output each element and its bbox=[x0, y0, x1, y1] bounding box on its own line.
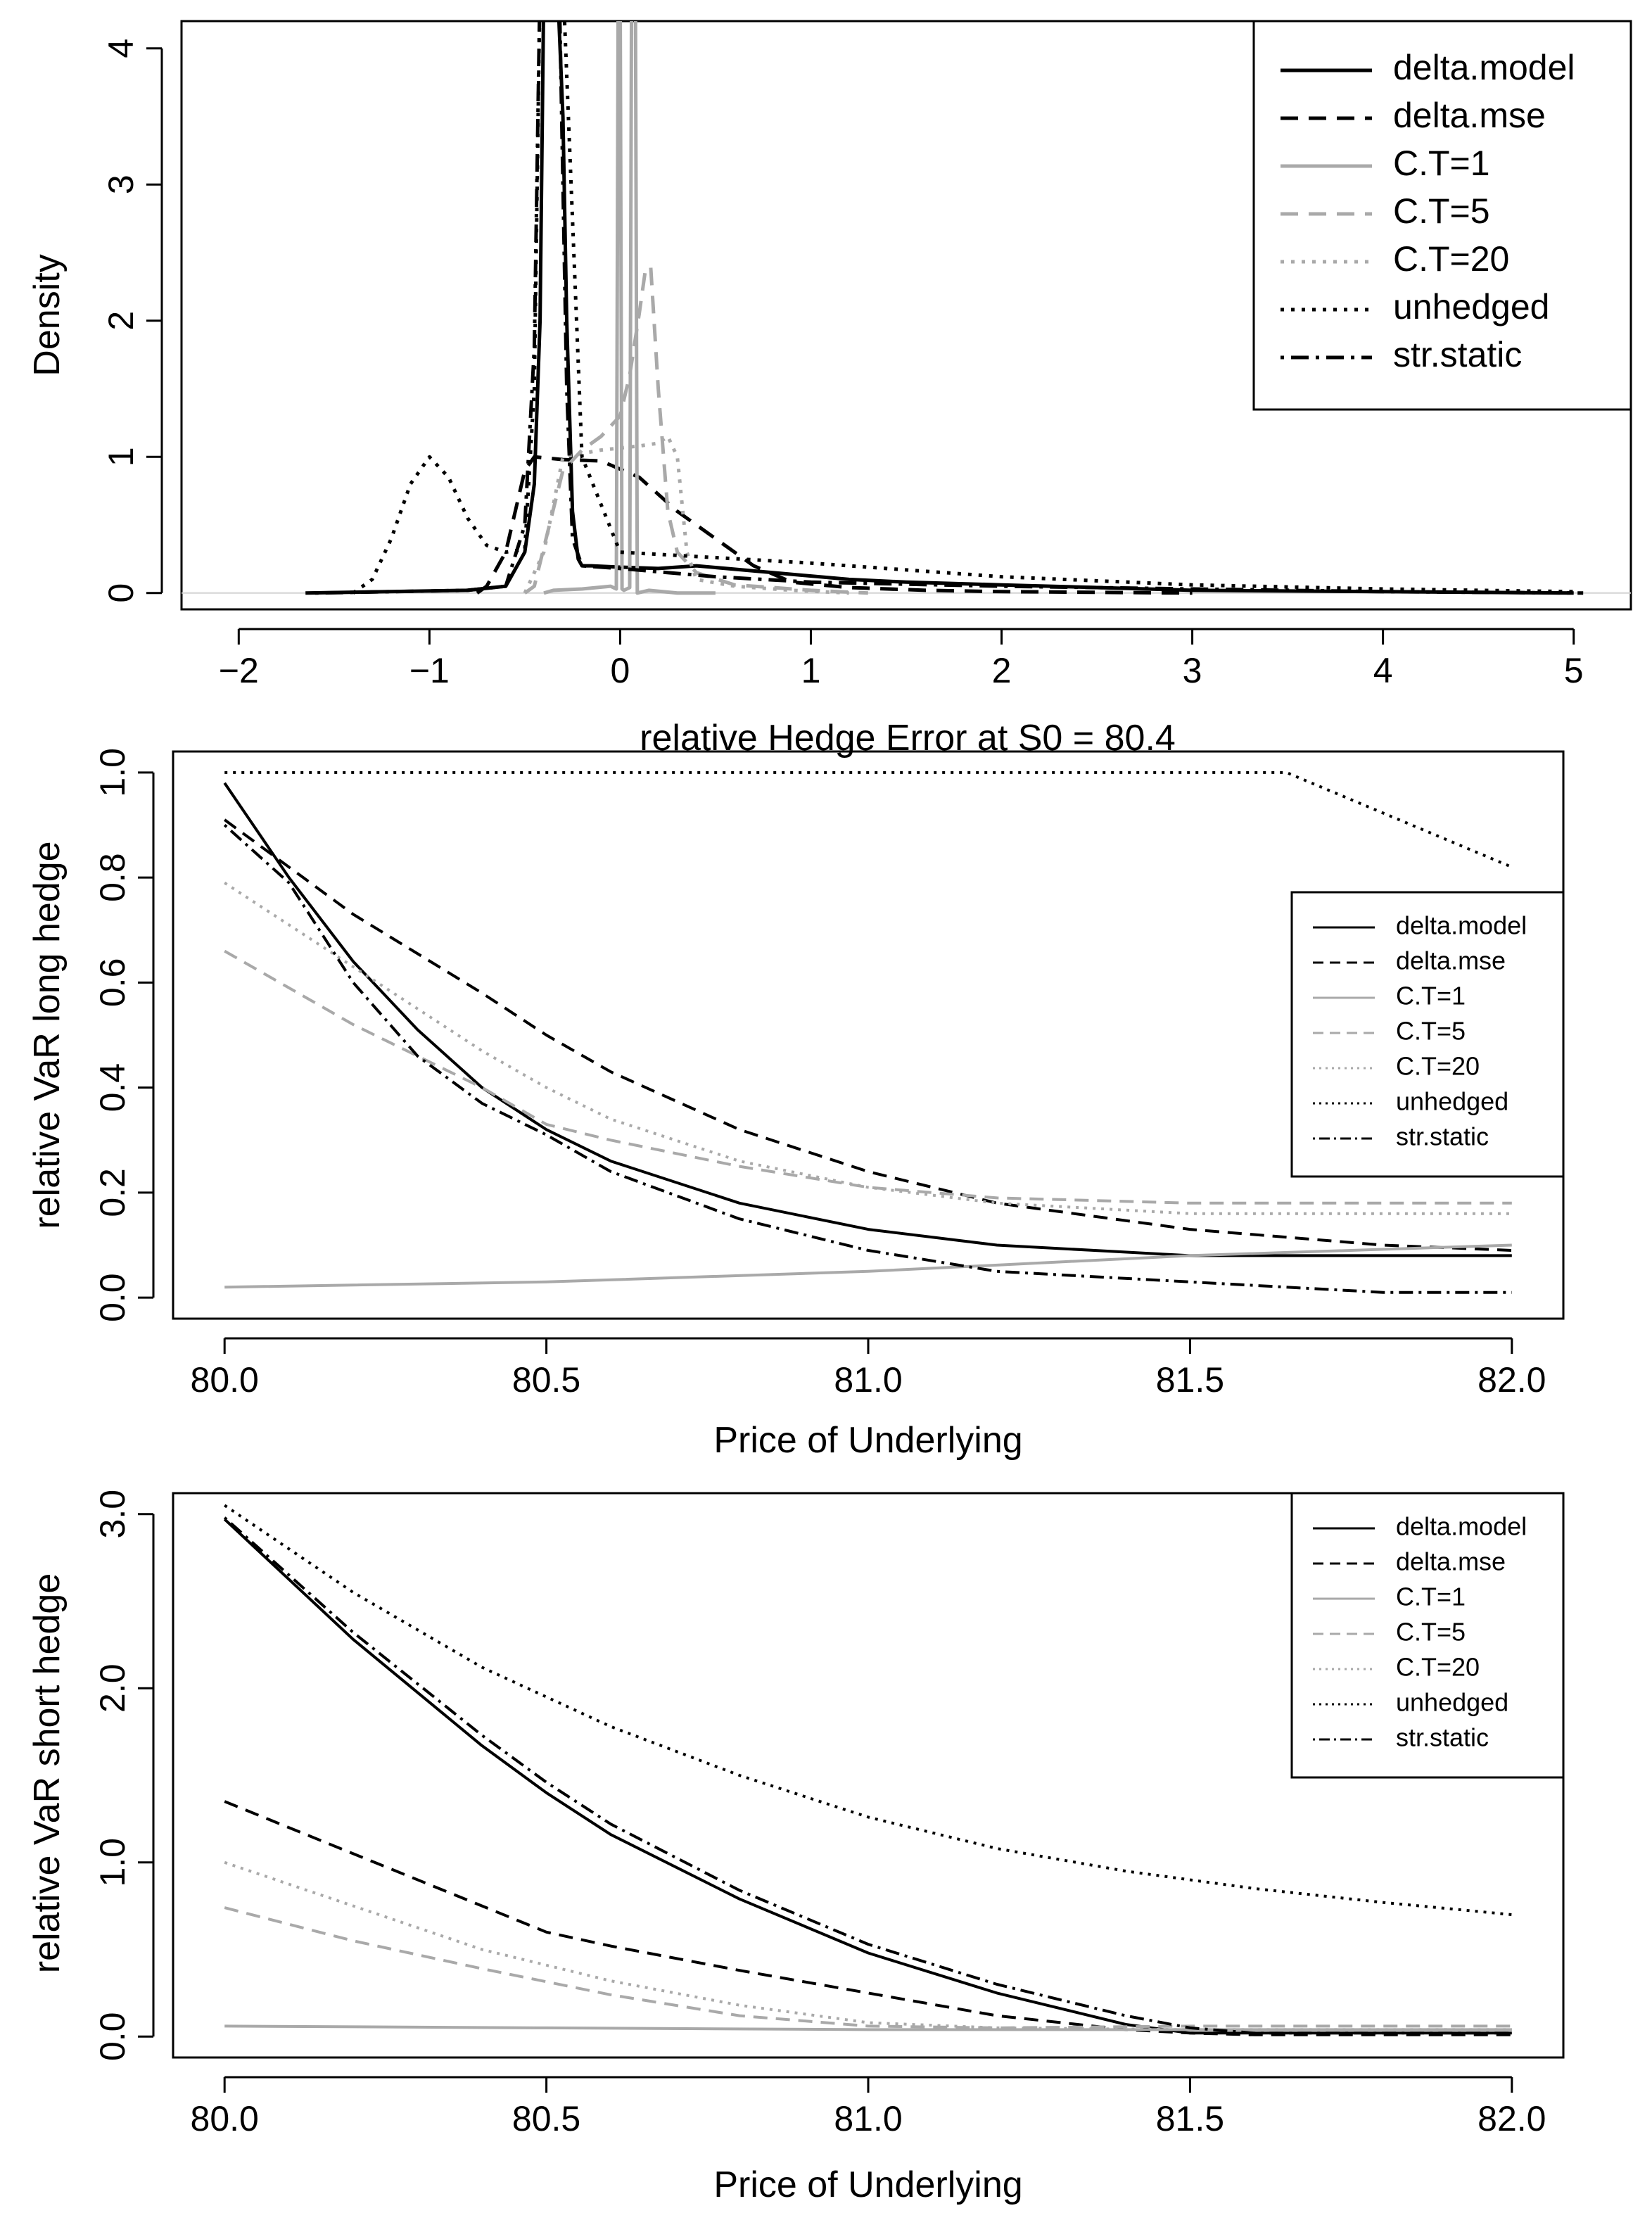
short-hedge-y-axis-label: relative VaR short hedge bbox=[27, 1573, 68, 1973]
short-hedge-series-c-t-5 bbox=[224, 1906, 1512, 2029]
long-hedge-legend-label-c-t-5: C.T=5 bbox=[1396, 1017, 1466, 1046]
long-hedge-legend-label-delta-model: delta.model bbox=[1396, 911, 1527, 940]
short-hedge-legend-label-str-static: str.static bbox=[1396, 1723, 1489, 1752]
long-hedge-legend: delta.model delta.mse C.T=1 C.T=5 C.T=20 unhe… bbox=[1290, 891, 1565, 1178]
density-x-tick-label: 1 bbox=[801, 651, 821, 690]
long-hedge-series-lines bbox=[223, 771, 1513, 1294]
long-hedge-series-delta-mse bbox=[224, 818, 1512, 1252]
short-hedge-legend: delta.model delta.mse C.T=1 C.T=5 C.T=20 unhe… bbox=[1290, 1492, 1565, 1779]
short-hedge-legend-label-c-t-1: C.T=1 bbox=[1396, 1583, 1466, 1611]
short-hedge-x-axis-label: Price of Underlying bbox=[713, 2164, 1022, 2205]
density-y-tick-label: 1 bbox=[101, 447, 141, 467]
long-hedge-legend-label-unhedged: unhedged bbox=[1396, 1087, 1508, 1116]
density-series-unhedged bbox=[352, 21, 1574, 595]
short-hedge-legend-label-c-t-20: C.T=20 bbox=[1396, 1653, 1480, 1682]
density-legend: delta.model delta.mse C.T=1 C.T=5 C.T=20 unhe… bbox=[1252, 20, 1632, 411]
density-x-tick-label: −1 bbox=[409, 651, 450, 690]
long-hedge-y-axis-label: relative VaR long hedge bbox=[27, 841, 68, 1229]
density-x-tick-label: 3 bbox=[1183, 651, 1202, 690]
short-hedge-chart: 80.0 80.5 81.0 81.5 82.0 0.0 1.0 2.0 3.0 Price … bbox=[27, 1490, 1565, 2205]
density-x-tick-label: −2 bbox=[219, 651, 259, 690]
short-hedge-x-axis: 80.0 80.5 81.0 81.5 82.0 bbox=[191, 2076, 1546, 2138]
long-hedge-series-c-t-1 bbox=[224, 1243, 1512, 1289]
short-hedge-series-lines bbox=[223, 1504, 1512, 2036]
density-series-str-static bbox=[314, 21, 1584, 595]
short-hedge-legend-label-delta-model: delta.model bbox=[1396, 1512, 1527, 1541]
long-hedge-y-tick-label: 0.2 bbox=[93, 1168, 132, 1217]
density-x-tick-label: 0 bbox=[611, 651, 630, 690]
density-series-lines bbox=[305, 21, 1584, 595]
long-hedge-y-tick-label: 0.0 bbox=[93, 1273, 132, 1322]
density-y-axis-label: Density bbox=[27, 254, 68, 376]
short-hedge-series-c-t-20 bbox=[224, 1860, 1512, 2031]
density-x-tick-label: 4 bbox=[1373, 651, 1393, 690]
long-hedge-y-axis: 0.0 0.2 0.4 0.6 0.8 1.0 bbox=[93, 748, 155, 1322]
long-hedge-x-tick-label: 80.5 bbox=[512, 1360, 580, 1400]
short-hedge-y-axis: 0.0 1.0 2.0 3.0 bbox=[93, 1490, 155, 2062]
density-y-tick-label: 4 bbox=[101, 39, 141, 58]
short-hedge-series-str-static bbox=[223, 1516, 1512, 2035]
long-hedge-y-tick-label: 1.0 bbox=[93, 748, 132, 797]
density-legend-label-delta-model: delta.model bbox=[1393, 48, 1575, 87]
short-hedge-x-tick-label: 81.5 bbox=[1156, 2099, 1224, 2138]
long-hedge-series-c-t-20 bbox=[224, 881, 1512, 1215]
density-legend-label-unhedged: unhedged bbox=[1393, 287, 1549, 326]
long-hedge-x-tick-label: 82.0 bbox=[1478, 1360, 1546, 1400]
long-hedge-x-tick-label: 81.0 bbox=[834, 1360, 902, 1400]
long-hedge-plot-area bbox=[172, 750, 1565, 1320]
density-series-delta-mse bbox=[476, 455, 1193, 595]
long-hedge-x-axis: 80.0 80.5 81.0 81.5 82.0 bbox=[191, 1337, 1546, 1400]
long-hedge-legend-label-c-t-1: C.T=1 bbox=[1396, 982, 1466, 1010]
short-hedge-legend-box bbox=[1290, 1492, 1565, 1779]
short-hedge-y-tick-label: 1.0 bbox=[93, 1838, 132, 1887]
density-legend-label-c-t-1: C.T=1 bbox=[1393, 144, 1490, 183]
long-hedge-chart: 80.0 80.5 81.0 81.5 82.0 0.00.20.40.60.81.0 … bbox=[27, 748, 1565, 1461]
short-hedge-series-delta-mse bbox=[224, 1800, 1512, 2036]
long-hedge-legend-box bbox=[1290, 891, 1565, 1178]
long-hedge-series-str-static bbox=[223, 824, 1512, 1294]
density-legend-label-delta-mse: delta.mse bbox=[1393, 96, 1546, 135]
short-hedge-y-tick-label: 0.0 bbox=[93, 2012, 132, 2062]
long-hedge-series-c-t-5 bbox=[224, 949, 1512, 1205]
short-hedge-plot-area bbox=[172, 1492, 1565, 2059]
short-hedge-x-tick-label: 81.0 bbox=[834, 2099, 902, 2138]
long-hedge-y-tick-label: 0.4 bbox=[93, 1063, 132, 1112]
density-x-axis: −2 −1 0 1 2 3 4 5 bbox=[219, 628, 1584, 690]
long-hedge-x-axis-label: Price of Underlying bbox=[713, 1420, 1022, 1461]
long-hedge-series-unhedged bbox=[224, 771, 1513, 869]
long-hedge-y-tick-label: 0.6 bbox=[93, 958, 132, 1008]
density-y-tick-label: 3 bbox=[101, 175, 141, 194]
long-hedge-legend-label-delta-mse: delta.mse bbox=[1396, 946, 1506, 975]
density-x-tick-label: 5 bbox=[1564, 651, 1584, 690]
short-hedge-series-c-t-1 bbox=[224, 2024, 1512, 2031]
density-x-tick-label: 2 bbox=[992, 651, 1012, 690]
density-series-c-t-1 bbox=[543, 21, 716, 595]
short-hedge-x-tick-label: 80.0 bbox=[191, 2099, 259, 2138]
long-hedge-x-tick-label: 81.5 bbox=[1156, 1360, 1224, 1400]
short-hedge-x-tick-label: 80.5 bbox=[512, 2099, 580, 2138]
density-y-axis: 0 1 2 3 4 bbox=[101, 39, 163, 603]
long-hedge-x-tick-label: 80.0 bbox=[191, 1360, 259, 1400]
density-plot-area bbox=[180, 20, 1632, 611]
short-hedge-y-tick-label: 3.0 bbox=[93, 1490, 132, 1539]
long-hedge-legend-label-c-t-20: C.T=20 bbox=[1396, 1052, 1480, 1081]
long-hedge-legend-label-str-static: str.static bbox=[1396, 1122, 1489, 1151]
short-hedge-legend-label-delta-mse: delta.mse bbox=[1396, 1547, 1506, 1576]
density-y-tick-label: 0 bbox=[101, 583, 141, 603]
short-hedge-legend-label-unhedged: unhedged bbox=[1396, 1688, 1508, 1717]
density-y-tick-label: 2 bbox=[101, 311, 141, 331]
short-hedge-x-tick-label: 82.0 bbox=[1478, 2099, 1546, 2138]
long-hedge-y-tick-label: 0.8 bbox=[93, 853, 132, 902]
short-hedge-series-unhedged bbox=[224, 1504, 1512, 1916]
density-legend-label-str-static: str.static bbox=[1393, 335, 1522, 374]
density-legend-label-c-t-20: C.T=20 bbox=[1393, 239, 1509, 279]
short-hedge-y-tick-label: 2.0 bbox=[93, 1663, 132, 1713]
density-legend-label-c-t-5: C.T=5 bbox=[1393, 191, 1490, 231]
short-hedge-legend-label-c-t-5: C.T=5 bbox=[1396, 1618, 1466, 1647]
